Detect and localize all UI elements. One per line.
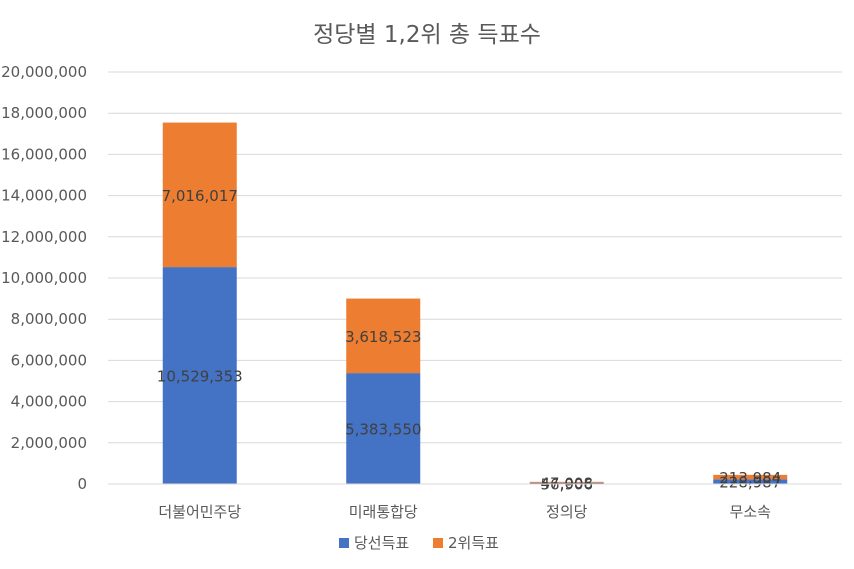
x-tick-label: 더불어민주당: [158, 503, 241, 521]
y-tick-label: 4,000,000: [11, 393, 87, 411]
bar-segment: [162, 122, 237, 268]
chart-title: 정당별 1,2위 총 득표수: [313, 22, 541, 48]
bar-segment: [529, 482, 604, 484]
legend-swatch: [339, 538, 349, 548]
data-label: 10,529,353: [157, 368, 243, 386]
x-tick-label: 정의당: [546, 503, 588, 521]
bar-segment: [529, 481, 604, 483]
legend-label: 2위득표: [448, 534, 499, 552]
bar-segment: [346, 298, 421, 374]
axis-layer: 0 2,000,000 4,000,000 6,000,000 8,000,000 10,…: [1, 63, 842, 521]
bar-segment: [713, 474, 788, 480]
y-tick-label: 20,000,000: [1, 63, 87, 81]
y-tick-label: 8,000,000: [11, 310, 87, 328]
labels-layer: 10,529,3537,016,0175,383,5503,618,52356,…: [157, 187, 781, 494]
legend: 당선득표 2위득표: [339, 534, 499, 552]
data-label: 7,016,017: [162, 187, 238, 205]
y-tick-label: 2,000,000: [11, 434, 87, 452]
y-tick-label: 10,000,000: [1, 269, 87, 287]
legend-label: 당선득표: [354, 534, 409, 552]
data-label: 5,383,550: [345, 421, 421, 439]
y-tick-label: 6,000,000: [11, 351, 87, 369]
legend-item: 2위득표: [433, 534, 499, 552]
legend-item: 당선득표: [339, 534, 409, 552]
y-tick-label: 0: [77, 475, 87, 493]
x-tick-label: 무소속: [730, 503, 772, 521]
data-label: 47,008: [541, 474, 594, 492]
y-tick-label: 16,000,000: [1, 145, 87, 163]
data-label: 228,987: [719, 474, 781, 492]
bar-segment: [162, 267, 237, 484]
legend-swatch: [433, 538, 443, 548]
bar-segment: [713, 479, 788, 484]
y-tick-label: 18,000,000: [1, 104, 87, 122]
bar-segment: [346, 373, 421, 484]
y-tick-label: 12,000,000: [1, 228, 87, 246]
data-label: 213,984: [719, 469, 781, 487]
bars-layer: [162, 122, 788, 484]
data-label: 3,618,523: [345, 328, 421, 346]
x-tick-label: 미래통합당: [349, 503, 418, 521]
y-tick-label: 14,000,000: [1, 187, 87, 205]
